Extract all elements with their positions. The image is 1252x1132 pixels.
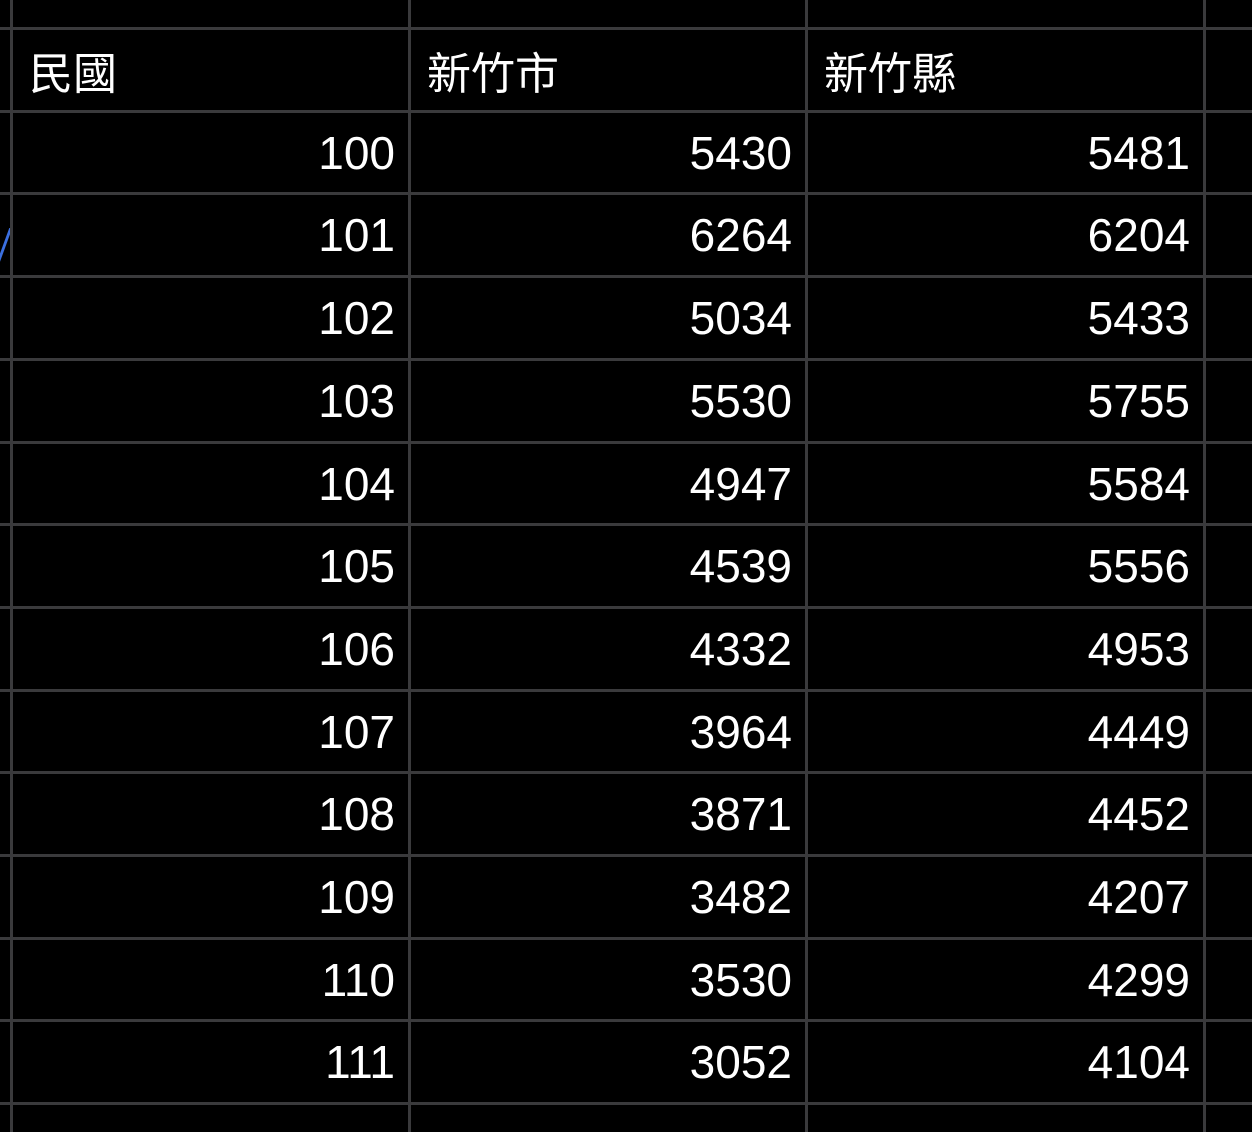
- cell-year[interactable]: 110: [321, 954, 395, 1006]
- column-divider[interactable]: [408, 0, 411, 1132]
- cell-year[interactable]: 108: [318, 788, 395, 840]
- clipped-link-fragment[interactable]: [0, 228, 10, 264]
- cell-year[interactable]: 109: [318, 871, 395, 923]
- row-divider: [0, 1019, 1252, 1022]
- cell-hsinchu-county[interactable]: 4207: [1087, 871, 1190, 923]
- cell-year[interactable]: 100: [318, 127, 395, 179]
- cell-hsinchu-city[interactable]: 4332: [689, 623, 792, 675]
- row-divider: [0, 854, 1252, 857]
- row-divider: [0, 192, 1252, 195]
- cell-hsinchu-city[interactable]: 5034: [689, 292, 792, 344]
- cell-hsinchu-county[interactable]: 6204: [1087, 209, 1190, 261]
- cell-hsinchu-county[interactable]: 4953: [1087, 623, 1190, 675]
- row-divider: [0, 606, 1252, 609]
- cell-hsinchu-city[interactable]: 4947: [689, 458, 792, 510]
- cell-hsinchu-county[interactable]: 5556: [1087, 540, 1190, 592]
- row-divider: [0, 1102, 1252, 1105]
- row-divider: [0, 689, 1252, 692]
- cell-year[interactable]: 104: [318, 458, 395, 510]
- column-divider[interactable]: [1203, 0, 1206, 1132]
- column-divider[interactable]: [10, 0, 13, 1132]
- cell-hsinchu-county[interactable]: 4299: [1087, 954, 1190, 1006]
- cell-hsinchu-city[interactable]: 3482: [689, 871, 792, 923]
- row-divider: [0, 523, 1252, 526]
- cell-year[interactable]: 103: [318, 375, 395, 427]
- row-divider: [0, 771, 1252, 774]
- header-cell-hsinchu-city[interactable]: 新竹市: [427, 49, 559, 100]
- cell-year[interactable]: 105: [318, 540, 395, 592]
- row-divider: [0, 27, 1252, 30]
- cell-hsinchu-city[interactable]: 3964: [689, 706, 792, 758]
- cell-hsinchu-city[interactable]: 3052: [689, 1036, 792, 1088]
- row-divider: [0, 358, 1252, 361]
- cell-year[interactable]: 107: [318, 706, 395, 758]
- cell-hsinchu-city[interactable]: 5430: [689, 127, 792, 179]
- row-divider: [0, 275, 1252, 278]
- cell-hsinchu-city[interactable]: 5530: [689, 375, 792, 427]
- header-cell-hsinchu-county[interactable]: 新竹縣: [824, 49, 956, 100]
- cell-hsinchu-county[interactable]: 5755: [1087, 375, 1190, 427]
- cell-year[interactable]: 102: [318, 292, 395, 344]
- cell-hsinchu-city[interactable]: 3530: [689, 954, 792, 1006]
- cell-year[interactable]: 101: [318, 209, 395, 261]
- row-divider: [0, 937, 1252, 940]
- cell-hsinchu-county[interactable]: 4452: [1087, 788, 1190, 840]
- row-divider: [0, 110, 1252, 113]
- cell-hsinchu-county[interactable]: 5584: [1087, 458, 1190, 510]
- cell-hsinchu-county[interactable]: 5433: [1087, 292, 1190, 344]
- header-cell-year[interactable]: 民國: [29, 49, 117, 100]
- cell-hsinchu-city[interactable]: 6264: [689, 209, 792, 261]
- column-divider[interactable]: [805, 0, 808, 1132]
- cell-hsinchu-county[interactable]: 4104: [1087, 1036, 1190, 1088]
- cell-hsinchu-city[interactable]: 4539: [689, 540, 792, 592]
- cell-hsinchu-city[interactable]: 3871: [689, 788, 792, 840]
- row-divider: [0, 441, 1252, 444]
- cell-hsinchu-county[interactable]: 4449: [1087, 706, 1190, 758]
- cell-hsinchu-county[interactable]: 5481: [1087, 127, 1190, 179]
- cell-year[interactable]: 111: [325, 1036, 395, 1088]
- cell-year[interactable]: 106: [318, 623, 395, 675]
